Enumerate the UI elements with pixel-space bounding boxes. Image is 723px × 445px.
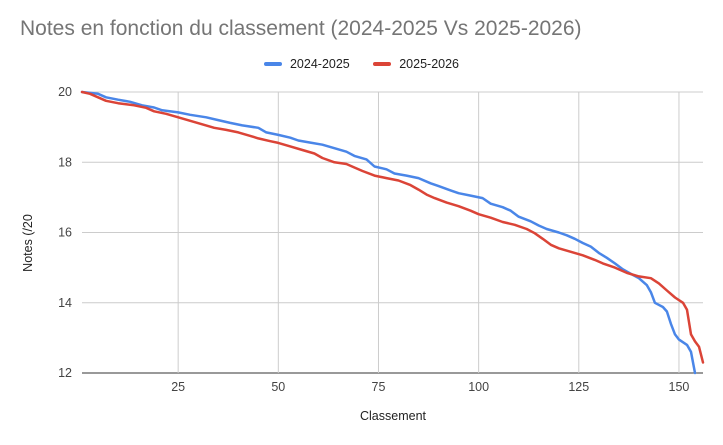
- x-tick-label: 75: [372, 380, 386, 394]
- x-axis-label: Classement: [360, 409, 426, 423]
- legend-swatch-series-1: [263, 62, 282, 66]
- y-tick-label: 12: [58, 366, 72, 380]
- legend-swatch-series-2: [373, 62, 392, 66]
- y-tick-label: 16: [58, 226, 72, 240]
- series-line-1: [80, 90, 697, 375]
- legend-label-series-1: 2024-2025: [289, 57, 350, 71]
- x-tick-label: 25: [171, 380, 185, 394]
- chart-legend: 2024-2025 2025-2026: [0, 55, 723, 71]
- legend-item-series-2[interactable]: 2025-2026: [373, 57, 459, 71]
- legend-label-series-2: 2025-2026: [399, 57, 460, 71]
- x-tick-label: 125: [568, 380, 589, 394]
- x-tick-label: 150: [669, 380, 690, 394]
- y-tick-label: 18: [58, 155, 72, 169]
- y-tick-label: 20: [58, 85, 72, 99]
- y-tick-label: 14: [58, 296, 72, 310]
- series-line-2: [80, 90, 705, 364]
- legend-item-series-1[interactable]: 2024-2025: [263, 57, 350, 71]
- x-tick-label: 50: [271, 380, 285, 394]
- chart-title: Notes en fonction du classement (2024-20…: [20, 17, 582, 40]
- x-tick-label: 100: [468, 380, 489, 394]
